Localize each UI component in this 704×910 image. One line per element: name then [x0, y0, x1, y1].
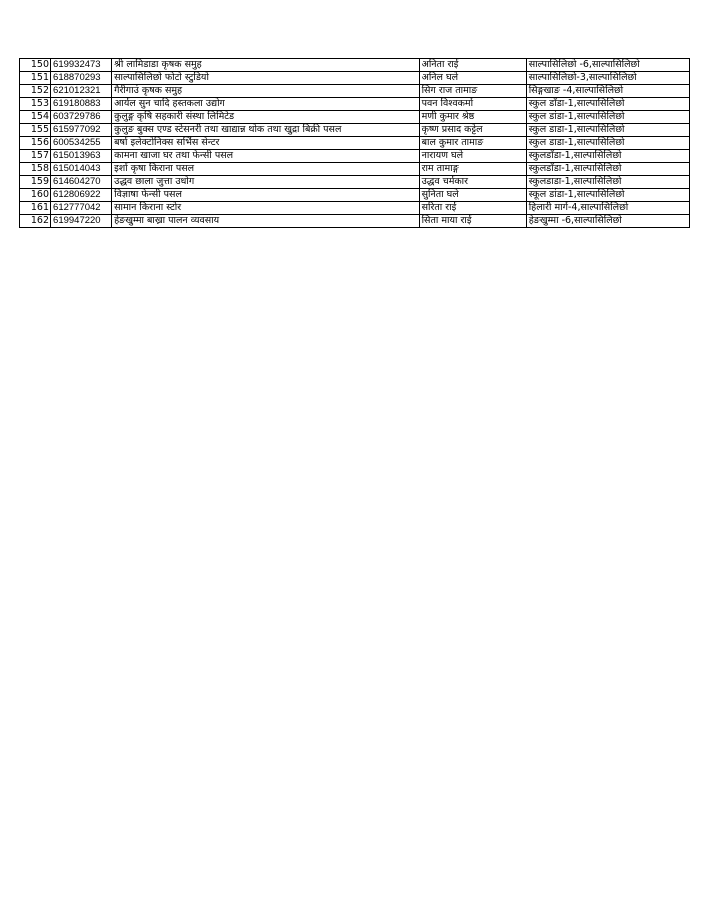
table-row: 155 615977092 कुलुङ बुक्स एण्ड स्टेसनरी तथ…	[18, 123, 691, 137]
address-cell: स्कुल डाडा-1,साल्पासिलिछो	[525, 136, 691, 150]
address-cell: स्कूल डांडा-1,साल्पासिलिछो	[525, 188, 691, 202]
business-name-cell: बर्षा इलेक्टोनिक्स सर्भिस सेन्टर	[111, 136, 420, 150]
registration-number-cell: 619180883	[50, 97, 113, 111]
business-name-cell: कामना खाजा घर तथा फेन्सी पसल	[111, 149, 420, 163]
serial-number-cell: 153	[18, 97, 51, 111]
registration-table: 150 619932473 श्री लामिडाडा कृषक समुह अनिता…	[18, 58, 691, 228]
address-cell: हेङखुम्मा -6,साल्पासिलिछो	[525, 214, 691, 228]
business-name-cell: इर्शा कृषा किराना पसल	[111, 162, 420, 176]
address-cell: स्कुलडाँडा-1,साल्पासिलिछो	[525, 162, 691, 176]
owner-name-cell: सुनिता घले	[418, 188, 527, 202]
owner-name-cell: कृष्ण प्रसाद कट्टेल	[418, 123, 527, 137]
registration-number-cell: 600534255	[50, 136, 113, 150]
address-cell: साल्पासिलिछो -6,साल्पासिलिछो	[525, 58, 691, 72]
business-name-cell: विज्ञाषा फेन्सी पसल	[111, 188, 420, 202]
registration-number-cell: 612806922	[50, 188, 113, 202]
serial-number-cell: 161	[18, 201, 51, 215]
owner-name-cell: पवन विश्वकर्मा	[418, 97, 527, 111]
business-name-cell: कुलुङ बुक्स एण्ड स्टेसनरी तथा खाद्यान्न …	[111, 123, 420, 137]
serial-number-cell: 155	[18, 123, 51, 137]
registration-number-cell: 612777042	[50, 201, 113, 215]
table-row: 159 614604270 उद्धव छाला जुत्ता उधोग उद्धव …	[18, 175, 691, 189]
business-name-cell: हेङखुम्मा बाख्रा पालन व्यवसाय	[111, 214, 420, 228]
registration-number-cell: 614604270	[50, 175, 113, 189]
business-name-cell: आर्यल सुन चादि हस्तकला उद्योग	[111, 97, 420, 111]
table-row: 162 619947220 हेङखुम्मा बाख्रा पालन व्यवसा…	[18, 214, 691, 228]
registration-number-cell: 618870293	[50, 71, 113, 85]
address-cell: हिलारी मार्ग-4,साल्पासिलिछो	[525, 201, 691, 215]
table-row: 150 619932473 श्री लामिडाडा कृषक समुह अनिता…	[18, 58, 691, 72]
table-row: 160 612806922 विज्ञाषा फेन्सी पसल सुनिता घल…	[18, 188, 691, 202]
owner-name-cell: सरिता राई	[418, 201, 527, 215]
business-name-cell: सामान किराना स्टोर	[111, 201, 420, 215]
address-cell: सिङ्गखाङ -4,साल्पासिलिछो	[525, 84, 691, 98]
address-cell: स्कुलडाँडा-1,साल्पासिलिछो	[525, 149, 691, 163]
serial-number-cell: 162	[18, 214, 51, 228]
registration-number-cell: 619947220	[50, 214, 113, 228]
owner-name-cell: नारायण घले	[418, 149, 527, 163]
owner-name-cell: सिता माया राई	[418, 214, 527, 228]
table-row: 151 618870293 साल्पासिलिछो फोटो स्टुडियो अन…	[18, 71, 691, 85]
business-name-cell: साल्पासिलिछो फोटो स्टुडियो	[111, 71, 420, 85]
serial-number-cell: 157	[18, 149, 51, 163]
serial-number-cell: 154	[18, 110, 51, 124]
serial-number-cell: 156	[18, 136, 51, 150]
business-name-cell: उद्धव छाला जुत्ता उधोग	[111, 175, 420, 189]
address-cell: स्कुल डांडा-1,साल्पासिलिछो	[525, 110, 691, 124]
table-row: 154 603729786 कुलुङ्ग कृषि सहकारी संस्था ल…	[18, 110, 691, 124]
business-name-cell: कुलुङ्ग कृषि सहकारी संस्था लिमिटेड	[111, 110, 420, 124]
serial-number-cell: 152	[18, 84, 51, 98]
table-row: 152 621012321 गैरीगाउं कृषक समुह सिग राज ता…	[18, 84, 691, 98]
registration-number-cell: 615013963	[50, 149, 113, 163]
table-row: 153 619180883 आर्यल सुन चादि हस्तकला उद्यो…	[18, 97, 691, 111]
serial-number-cell: 158	[18, 162, 51, 176]
registration-number-cell: 619932473	[50, 58, 113, 72]
serial-number-cell: 159	[18, 175, 51, 189]
owner-name-cell: अनिता राई	[418, 58, 527, 72]
address-cell: स्कुल डाँडा-1,साल्पासिलिछो	[525, 97, 691, 111]
table-row: 161 612777042 सामान किराना स्टोर सरिता राई ह…	[18, 201, 691, 215]
address-cell: स्कुलडाडा-1,साल्पासिलिछो	[525, 175, 691, 189]
registration-number-cell: 603729786	[50, 110, 113, 124]
table-body: 150 619932473 श्री लामिडाडा कृषक समुह अनिता…	[18, 58, 691, 228]
table-row: 157 615013963 कामना खाजा घर तथा फेन्सी पसल…	[18, 149, 691, 163]
owner-name-cell: अनिल घले	[418, 71, 527, 85]
table-row: 158 615014043 इर्शा कृषा किराना पसल राम ताम…	[18, 162, 691, 176]
owner-name-cell: राम तामाङ्ग	[418, 162, 527, 176]
address-cell: स्कुल डाडा-1,साल्पासिलिछो	[525, 123, 691, 137]
registration-number-cell: 621012321	[50, 84, 113, 98]
business-name-cell: श्री लामिडाडा कृषक समुह	[111, 58, 420, 72]
registration-number-cell: 615977092	[50, 123, 113, 137]
owner-name-cell: सिग राज तामाङ	[418, 84, 527, 98]
address-cell: साल्पासिलिछो-3,साल्पासिलिछो	[525, 71, 691, 85]
owner-name-cell: मणी कुमार श्रेष्ठ	[418, 110, 527, 124]
serial-number-cell: 160	[18, 188, 51, 202]
serial-number-cell: 151	[18, 71, 51, 85]
business-name-cell: गैरीगाउं कृषक समुह	[111, 84, 420, 98]
table-row: 156 600534255 बर्षा इलेक्टोनिक्स सर्भिस से…	[18, 136, 691, 150]
registration-number-cell: 615014043	[50, 162, 113, 176]
serial-number-cell: 150	[18, 58, 51, 72]
owner-name-cell: बाल कुमार तामाङ	[418, 136, 527, 150]
owner-name-cell: उद्धव चर्मकार	[418, 175, 527, 189]
